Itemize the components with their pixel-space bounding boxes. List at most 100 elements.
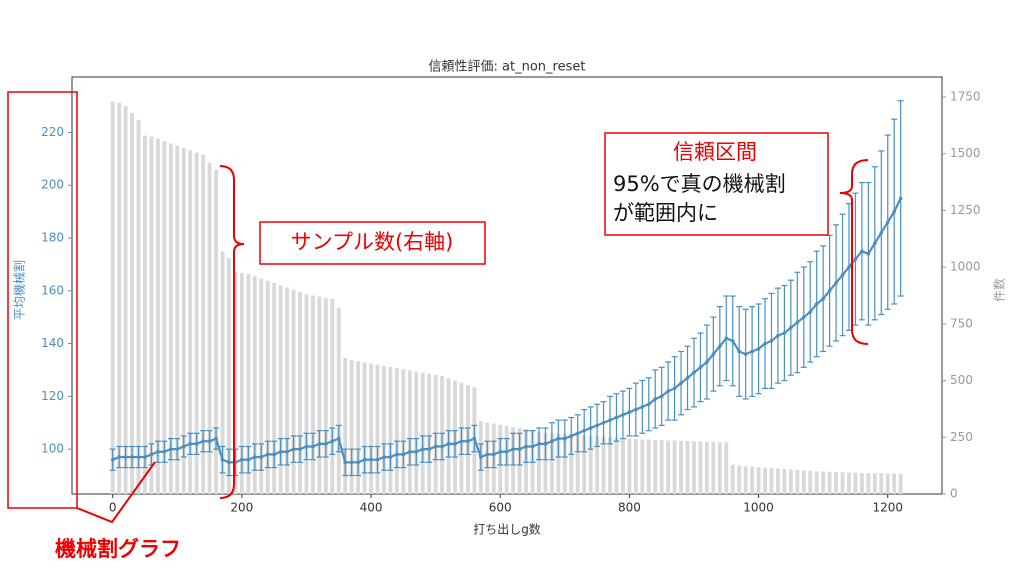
- mean-point: [485, 452, 490, 457]
- mean-point: [685, 376, 690, 380]
- count-bar: [640, 439, 645, 494]
- mean-point: [407, 449, 412, 454]
- count-bar: [614, 437, 619, 494]
- count-bar: [763, 467, 767, 494]
- count-bar: [194, 152, 199, 494]
- count-bar: [827, 471, 832, 494]
- mean-point: [291, 447, 296, 451]
- count-bar: [310, 295, 315, 494]
- count-bar: [349, 360, 354, 494]
- x-tick-label: 800: [618, 501, 641, 515]
- count-bar: [724, 442, 729, 494]
- mean-point: [834, 281, 838, 285]
- count-bar: [149, 136, 154, 495]
- count-bar: [343, 357, 348, 494]
- y-tick-label: 100: [41, 442, 64, 456]
- mean-point: [898, 196, 903, 201]
- y2-tick-label: 1000: [950, 260, 981, 274]
- mean-point: [491, 452, 496, 457]
- mean-point: [769, 339, 774, 343]
- mean-point: [543, 442, 548, 446]
- mean-point: [466, 439, 470, 444]
- count-bar: [898, 473, 903, 494]
- mean-point: [259, 455, 264, 459]
- mean-point: [420, 447, 425, 451]
- count-bar: [582, 435, 587, 494]
- mean-point: [136, 455, 141, 459]
- x-tick-label: 400: [360, 501, 383, 515]
- mean-point: [866, 252, 871, 256]
- mean-point: [433, 444, 438, 449]
- count-bar: [207, 162, 212, 494]
- annotation: サンプル数(右軸): [291, 230, 454, 254]
- count-bar: [646, 439, 651, 494]
- mean-point: [214, 436, 218, 441]
- x-tick-label: 600: [489, 501, 512, 515]
- mean-point: [873, 241, 877, 246]
- mean-point: [330, 439, 335, 444]
- mean-point: [847, 265, 851, 269]
- mean-point: [175, 447, 180, 451]
- mean-point: [123, 455, 128, 459]
- mean-point: [608, 418, 612, 422]
- mean-point: [853, 257, 858, 261]
- y-tick-label: 220: [41, 125, 64, 139]
- count-bar: [259, 278, 264, 494]
- mean-point: [149, 452, 154, 457]
- count-bar: [601, 436, 606, 494]
- count-bar: [569, 434, 574, 494]
- mean-point: [646, 402, 651, 407]
- mean-point: [821, 296, 825, 301]
- mean-point: [401, 452, 406, 457]
- mean-point: [343, 460, 348, 465]
- y2-tick-label: 1250: [950, 203, 981, 217]
- mean-point: [718, 344, 722, 349]
- count-bar: [834, 471, 839, 494]
- mean-point: [388, 455, 393, 459]
- annotation: 95%で真の機械割: [613, 172, 786, 196]
- y-axis-label: 平均機械割: [12, 260, 27, 320]
- mean-point: [427, 447, 431, 451]
- count-bar: [291, 289, 296, 494]
- count-bar: [595, 436, 600, 494]
- mean-point: [459, 439, 464, 444]
- count-bar: [330, 298, 335, 494]
- mean-point: [356, 460, 360, 465]
- mean-point: [795, 320, 800, 325]
- count-bar: [885, 473, 890, 494]
- count-bar: [407, 370, 412, 494]
- count-bar: [788, 469, 793, 494]
- mean-point: [414, 449, 419, 454]
- count-bar: [181, 148, 186, 494]
- mean-point: [711, 352, 716, 356]
- mean-point: [640, 405, 645, 409]
- brace: [839, 159, 869, 345]
- mean-point: [556, 436, 561, 441]
- count-bar: [336, 307, 341, 494]
- mean-point: [479, 455, 483, 459]
- count-bar: [317, 296, 322, 494]
- count-bar: [394, 368, 399, 494]
- mean-point: [117, 455, 121, 459]
- count-bar: [162, 141, 167, 494]
- x-tick-label: 1000: [743, 501, 774, 515]
- mean-point: [130, 455, 134, 459]
- count-bar: [239, 272, 244, 494]
- count-bar: [188, 150, 193, 494]
- mean-point: [453, 442, 457, 446]
- mean-point: [336, 436, 341, 441]
- mean-point: [227, 460, 231, 465]
- count-bar: [220, 251, 225, 494]
- mean-point: [569, 434, 574, 438]
- count-bar: [814, 471, 819, 494]
- mean-point: [504, 449, 509, 454]
- mean-point: [304, 444, 309, 449]
- mean-point: [614, 415, 619, 420]
- count-bar: [633, 439, 638, 494]
- mean-point: [440, 444, 444, 449]
- mean-point: [563, 436, 567, 441]
- mean-point: [285, 449, 289, 454]
- mean-point: [110, 457, 115, 462]
- annotation: が範囲内に: [613, 201, 718, 225]
- mean-point: [162, 449, 167, 454]
